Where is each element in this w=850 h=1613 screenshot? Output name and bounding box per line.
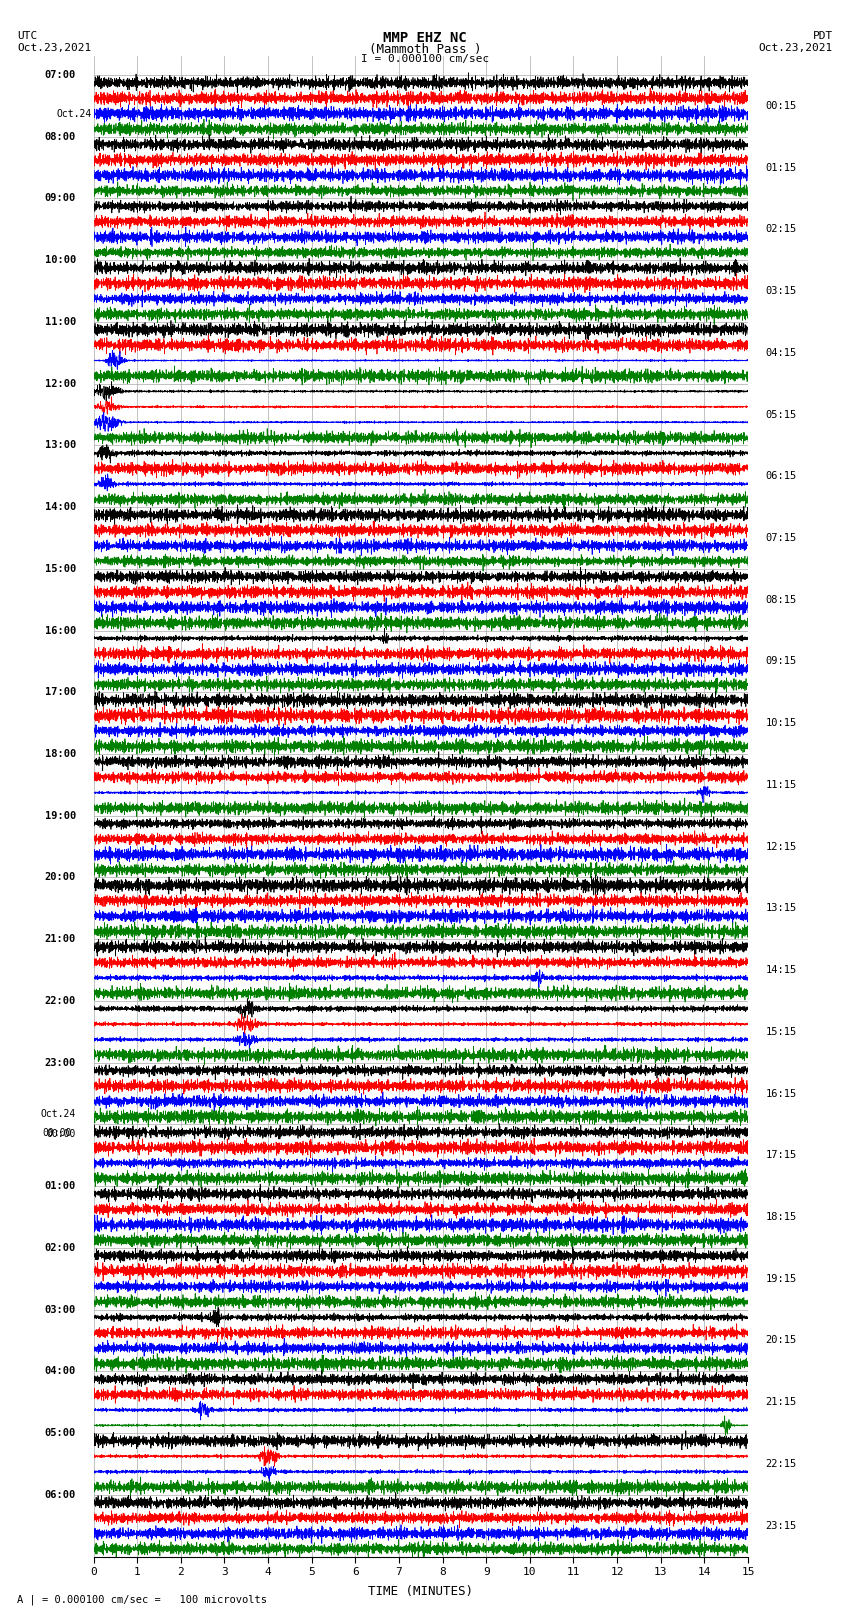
- Text: 17:00: 17:00: [45, 687, 76, 697]
- Text: 08:15: 08:15: [766, 595, 796, 605]
- Text: 23:00: 23:00: [45, 1058, 76, 1068]
- Text: Oct.24: Oct.24: [57, 108, 92, 118]
- Text: 01:15: 01:15: [766, 163, 796, 173]
- Text: MMP EHZ NC: MMP EHZ NC: [383, 31, 467, 45]
- Text: 07:15: 07:15: [766, 532, 796, 544]
- Text: 19:00: 19:00: [45, 811, 76, 821]
- Text: 13:00: 13:00: [45, 440, 76, 450]
- Text: 23:15: 23:15: [766, 1521, 796, 1531]
- Text: 06:15: 06:15: [766, 471, 796, 481]
- Text: 03:00: 03:00: [45, 1305, 76, 1315]
- Text: 21:15: 21:15: [766, 1397, 796, 1407]
- Text: 22:00: 22:00: [45, 995, 76, 1007]
- Text: PDT: PDT: [813, 31, 833, 42]
- Text: 18:00: 18:00: [45, 748, 76, 760]
- Text: Oct.24: Oct.24: [41, 1110, 76, 1119]
- Text: 10:15: 10:15: [766, 718, 796, 727]
- Text: Oct.23,2021: Oct.23,2021: [17, 44, 91, 53]
- Text: 09:00: 09:00: [45, 194, 76, 203]
- Text: I = 0.000100 cm/sec: I = 0.000100 cm/sec: [361, 53, 489, 65]
- Text: 05:15: 05:15: [766, 410, 796, 419]
- Text: 11:00: 11:00: [45, 316, 76, 327]
- Text: 02:15: 02:15: [766, 224, 796, 234]
- Text: 16:15: 16:15: [766, 1089, 796, 1098]
- Text: 15:15: 15:15: [766, 1027, 796, 1037]
- Text: 06:00: 06:00: [45, 1490, 76, 1500]
- Text: 08:00: 08:00: [45, 132, 76, 142]
- Text: 20:00: 20:00: [45, 873, 76, 882]
- Text: 18:15: 18:15: [766, 1211, 796, 1223]
- Text: UTC: UTC: [17, 31, 37, 42]
- Text: 16:00: 16:00: [45, 626, 76, 636]
- Text: 00:00: 00:00: [42, 1127, 71, 1139]
- Text: 11:15: 11:15: [766, 781, 796, 790]
- Text: 05:00: 05:00: [45, 1428, 76, 1439]
- Text: 13:15: 13:15: [766, 903, 796, 913]
- Text: 00:15: 00:15: [766, 102, 796, 111]
- Text: 15:00: 15:00: [45, 565, 76, 574]
- Text: 17:15: 17:15: [766, 1150, 796, 1160]
- Text: 02:00: 02:00: [45, 1244, 76, 1253]
- Text: A | = 0.000100 cm/sec =   100 microvolts: A | = 0.000100 cm/sec = 100 microvolts: [17, 1594, 267, 1605]
- Text: 12:15: 12:15: [766, 842, 796, 852]
- Text: Oct.23,2021: Oct.23,2021: [759, 44, 833, 53]
- Text: 09:15: 09:15: [766, 656, 796, 666]
- Text: 21:00: 21:00: [45, 934, 76, 944]
- Text: 20:15: 20:15: [766, 1336, 796, 1345]
- Text: 04:15: 04:15: [766, 348, 796, 358]
- Text: 14:00: 14:00: [45, 502, 76, 511]
- Text: (Mammoth Pass ): (Mammoth Pass ): [369, 44, 481, 56]
- Text: 01:00: 01:00: [45, 1181, 76, 1190]
- Text: 12:00: 12:00: [45, 379, 76, 389]
- Text: 10:00: 10:00: [45, 255, 76, 265]
- Text: 07:00: 07:00: [45, 69, 76, 81]
- Text: 22:15: 22:15: [766, 1458, 796, 1469]
- X-axis label: TIME (MINUTES): TIME (MINUTES): [368, 1586, 473, 1598]
- Text: 04:00: 04:00: [45, 1366, 76, 1376]
- Text: 19:15: 19:15: [766, 1274, 796, 1284]
- Text: 14:15: 14:15: [766, 965, 796, 976]
- Text: 00:00: 00:00: [47, 1129, 76, 1139]
- Text: 03:15: 03:15: [766, 286, 796, 297]
